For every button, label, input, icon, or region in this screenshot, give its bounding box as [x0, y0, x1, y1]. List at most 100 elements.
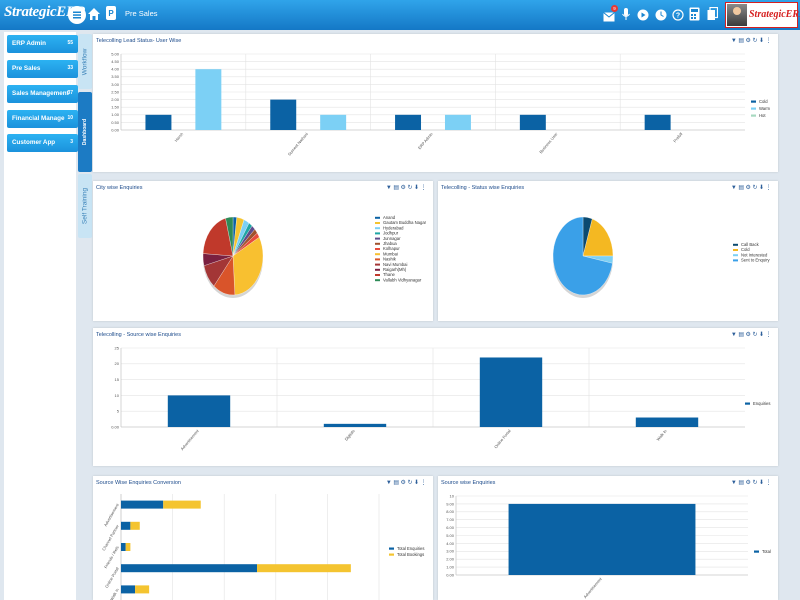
mail-icon[interactable]	[603, 9, 615, 22]
y-tick-label: 2.50	[111, 89, 120, 94]
y-tick-label: 1.50	[111, 105, 120, 110]
settings-icon[interactable]: ⚙	[745, 332, 753, 338]
youtube-icon[interactable]	[637, 8, 649, 21]
more-icon[interactable]: ⋮	[420, 185, 428, 191]
y-tick-label: 0.50	[111, 120, 120, 125]
legend-entry: Total Bookings	[397, 552, 424, 557]
copy-icon[interactable]	[707, 6, 719, 21]
help-icon[interactable]: ?	[672, 8, 684, 21]
panel-status-wise-enquiries: Telecolling - Status wise Enquiries ▼▤⚙↻…	[438, 181, 778, 321]
more-icon[interactable]: ⋮	[765, 332, 773, 338]
filter-icon[interactable]: ▼	[730, 185, 739, 191]
tab-dashboard[interactable]: Dashboard	[78, 92, 92, 172]
filter-icon[interactable]: ▼	[385, 480, 394, 486]
legend-swatch	[375, 232, 380, 235]
legend-entry: Jhabua	[383, 241, 397, 246]
sidebar-item-financial-manage[interactable]: Financial Manage 10	[7, 110, 78, 128]
user-profile[interactable]: StrategicERP	[725, 2, 800, 28]
x-tick-label: ERP Admin	[417, 131, 434, 150]
more-icon[interactable]: ⋮	[765, 38, 773, 44]
y-tick-label: 25	[115, 345, 120, 350]
settings-icon[interactable]: ⚙	[745, 480, 753, 486]
filter-icon[interactable]: ▼	[730, 38, 739, 44]
legend-swatch	[733, 243, 738, 246]
legend-swatch	[375, 216, 380, 219]
download-icon[interactable]: ⬇	[758, 332, 766, 338]
menu-icon[interactable]	[68, 6, 86, 24]
legend-entry: Kolhapur	[383, 246, 400, 251]
refresh-icon[interactable]: ↻	[407, 185, 414, 191]
panel-source-wise-enquiries: Telecolling - Source wise Enquiries ▼▤⚙↻…	[93, 328, 778, 466]
document-icon[interactable]: ▤	[393, 185, 401, 191]
legend-swatch	[375, 253, 380, 256]
refresh-icon[interactable]: ↻	[752, 185, 759, 191]
sidebar-item-label: Sales Management	[12, 90, 69, 97]
document-icon[interactable]: ▤	[738, 332, 746, 338]
avatar[interactable]	[727, 4, 747, 26]
pie-slice	[232, 236, 264, 296]
y-tick-label: 5	[117, 409, 120, 414]
sidebar-item-pre-sales[interactable]: Pre Sales 33	[7, 60, 78, 78]
refresh-icon[interactable]: ↻	[752, 480, 759, 486]
sidebar-item-erp-admin[interactable]: ERP Admin 55	[7, 35, 78, 53]
filter-icon[interactable]: ▼	[730, 480, 739, 486]
filter-icon[interactable]: ▼	[385, 185, 394, 191]
settings-icon[interactable]: ⚙	[745, 185, 753, 191]
pie-slice	[582, 218, 614, 257]
panel-toolbar: ▼▤⚙↻⬇⋮	[731, 184, 773, 191]
document-icon[interactable]: ▤	[738, 38, 746, 44]
settings-icon[interactable]: ⚙	[400, 480, 408, 486]
panel-toolbar: ▼▤⚙↻⬇⋮	[386, 184, 428, 191]
document-icon[interactable]: ▤	[738, 185, 746, 191]
legend-entry: Hyderabad	[383, 225, 404, 230]
tab-workflow[interactable]: Workflow	[78, 34, 92, 89]
legend-swatch	[375, 237, 380, 240]
refresh-icon[interactable]: ↻	[407, 480, 414, 486]
tab-self-training[interactable]: Self Training	[78, 174, 92, 238]
breadcrumb[interactable]: Pre Sales	[125, 9, 158, 18]
legend-swatch	[375, 274, 380, 276]
download-icon[interactable]: ⬇	[758, 480, 766, 486]
bar-chart: 0.00 1.00 2.00 3.00 4.00 5.00 6.00 7.00 8.00 9.00…	[446, 493, 771, 599]
y-tick-label: 10	[115, 393, 120, 398]
settings-icon[interactable]: ⚙	[745, 38, 753, 44]
document-icon[interactable]: ▤	[738, 480, 746, 486]
y-tick-label: 0.00	[111, 424, 120, 429]
more-icon[interactable]: ⋮	[765, 480, 773, 486]
mic-icon[interactable]	[622, 8, 630, 21]
more-icon[interactable]: ⋮	[765, 185, 773, 191]
legend-swatch	[733, 249, 738, 251]
settings-icon[interactable]: ⚙	[400, 185, 408, 191]
clock-icon[interactable]	[655, 8, 667, 21]
legend-entry: Nashik	[383, 257, 397, 262]
panel-title: Telecolling - Source wise Enquiries	[96, 332, 181, 338]
legend-entry: Vallabh Vidhyanagar	[383, 277, 422, 282]
page-icon[interactable]: P	[106, 6, 116, 20]
download-icon[interactable]: ⬇	[758, 38, 766, 44]
document-icon[interactable]: ▤	[393, 480, 401, 486]
more-icon[interactable]: ⋮	[420, 480, 428, 486]
filter-icon[interactable]: ▼	[730, 332, 739, 338]
home-icon[interactable]	[87, 6, 101, 22]
download-icon[interactable]: ⬇	[413, 480, 421, 486]
download-icon[interactable]: ⬇	[413, 185, 421, 191]
refresh-icon[interactable]: ↻	[752, 38, 759, 44]
legend-entry: Cold	[759, 99, 768, 104]
legend-swatch	[751, 100, 756, 103]
sidebar-item-customer-app[interactable]: Customer App 3	[7, 134, 78, 152]
app-logo[interactable]: StrategicERP	[4, 4, 85, 20]
legend-entry: Call Back	[741, 242, 760, 247]
sidebar-item-label: ERP Admin	[12, 40, 46, 47]
calculator-icon[interactable]	[689, 7, 700, 21]
legend-swatch	[375, 222, 380, 224]
x-tick-label: Sumeet Nathani	[287, 131, 309, 156]
legend-entry: Junnagar	[383, 236, 401, 241]
bar	[163, 500, 201, 509]
y-tick-label: Advertisement	[103, 502, 121, 527]
sidebar-item-sales-management[interactable]: Sales Management 37	[7, 85, 78, 103]
download-icon[interactable]: ⬇	[758, 185, 766, 191]
bar-chart: 0.00 5 10 15 20 25 Advertisement Digitals Online…	[111, 345, 770, 451]
legend-swatch	[375, 279, 380, 282]
refresh-icon[interactable]: ↻	[752, 332, 759, 338]
bar	[270, 99, 297, 130]
